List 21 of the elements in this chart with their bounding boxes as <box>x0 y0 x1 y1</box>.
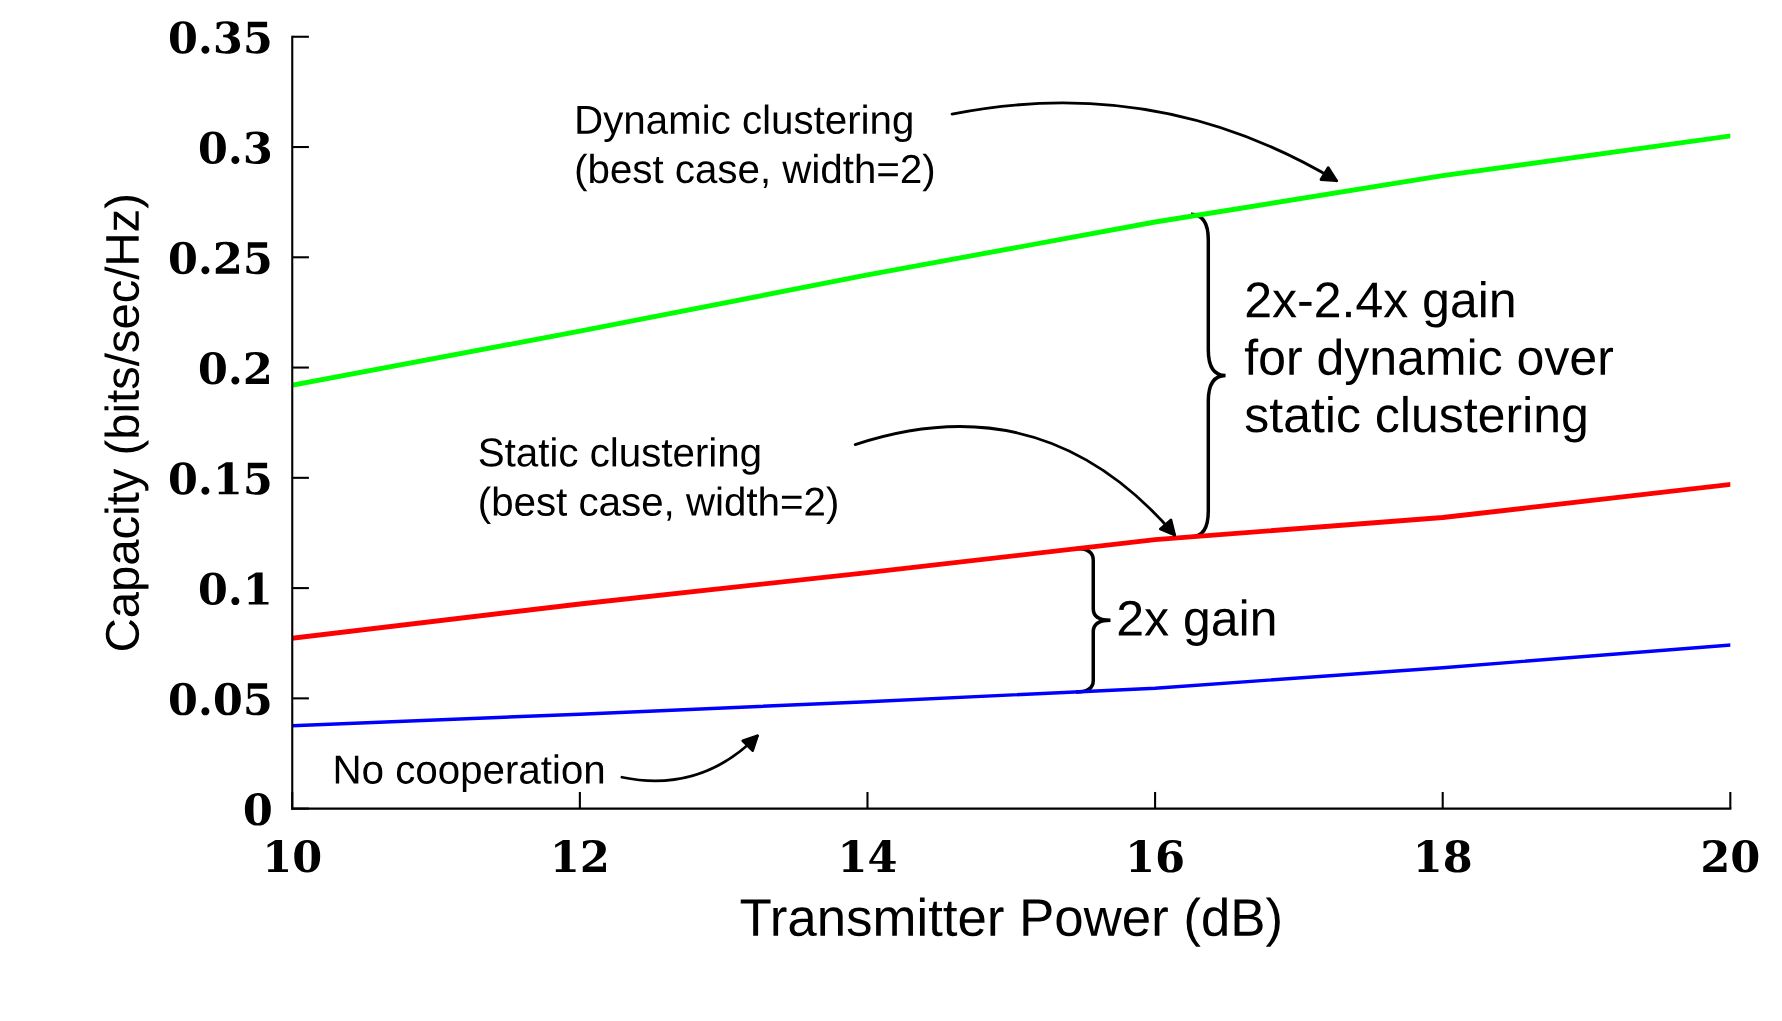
y-tick-label: 0 <box>244 793 271 826</box>
y-tick-label: 0.3 <box>199 131 271 164</box>
y-tick-label: 0.05 <box>169 682 270 716</box>
x-tick-label: 10 <box>267 839 321 873</box>
y-axis-title: Capacity (bits/sec/Hz) <box>104 196 149 650</box>
x-tick-label: 14 <box>842 839 896 872</box>
x-tick-label: 18 <box>1418 839 1471 873</box>
annotation: 2x gain <box>1118 599 1275 646</box>
y-tick-label: 0.15 <box>169 462 270 495</box>
annotation: Static clustering (best case, width=2) <box>479 437 837 524</box>
y-tick-label: 0.25 <box>169 241 270 275</box>
x-tick-label: 12 <box>555 839 606 872</box>
y-tick-label: 0.2 <box>199 351 269 385</box>
annotation: 2x-2.4x gain for dynamic over static clustering <box>1244 280 1613 443</box>
x-axis-title: Transmitter Power (dB) <box>740 897 1280 947</box>
annotation: Dynamic clustering (best case, width=2) <box>576 104 934 192</box>
y-tick-label: 0.35 <box>169 21 270 54</box>
annotation: No cooperation <box>335 754 604 792</box>
y-tick-label: 0.1 <box>199 572 269 606</box>
x-tick-label: 16 <box>1130 839 1183 873</box>
x-tick-label: 20 <box>1703 839 1759 873</box>
